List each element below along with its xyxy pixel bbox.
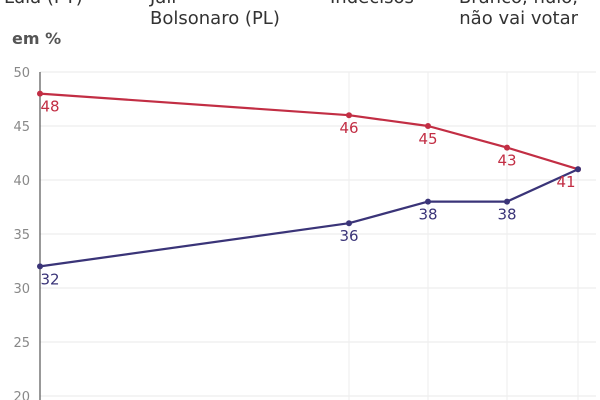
data-point-0-3: [504, 144, 510, 151]
data-point-0-0: [37, 90, 43, 97]
data-label-1-1: 36: [339, 227, 358, 245]
y-tick-label-20: 20: [13, 390, 30, 400]
legend-bolsonaro: Jair Bolsonaro (PL): [150, 0, 280, 29]
y-tick-label-45: 45: [13, 120, 30, 135]
series-lines: [37, 90, 581, 270]
data-label-0-1: 46: [339, 119, 358, 137]
data-point-1-3: [504, 198, 510, 205]
data-point-0-2: [425, 123, 431, 129]
data-point-1-0: [37, 263, 43, 270]
y-axis: 20 25 30 35 40 45 50: [13, 66, 41, 400]
data-label-0-4: 41: [556, 173, 575, 191]
legend-branco-nulo: Branco, nulo, não vai votar: [459, 0, 578, 29]
data-point-0-1: [346, 112, 352, 119]
data-label-1-2: 38: [418, 206, 437, 224]
data-label-0-2: 45: [418, 130, 437, 148]
legend-lula: Lula (PT): [4, 0, 83, 8]
grid-lines: [40, 71, 596, 400]
data-labels: 48 46 45 43 41 32 36 38 38: [40, 98, 575, 289]
data-label-1-3: 38: [497, 206, 516, 224]
data-label-0-0: 48: [40, 98, 59, 116]
y-tick-label-40: 40: [13, 174, 30, 189]
y-tick-label-25: 25: [13, 336, 30, 351]
legend-indecisos: Indecisos: [330, 0, 414, 8]
y-tick-label-35: 35: [13, 228, 30, 243]
data-point-1-1: [346, 220, 352, 227]
y-axis-unit-label: em %: [12, 29, 62, 48]
data-point-1-4: [575, 166, 581, 173]
data-label-0-3: 43: [497, 152, 516, 170]
data-label-1-0: 32: [40, 270, 59, 288]
y-tick-label-30: 30: [13, 282, 30, 297]
y-tick-label-50: 50: [13, 66, 30, 81]
data-point-1-2: [425, 198, 431, 205]
